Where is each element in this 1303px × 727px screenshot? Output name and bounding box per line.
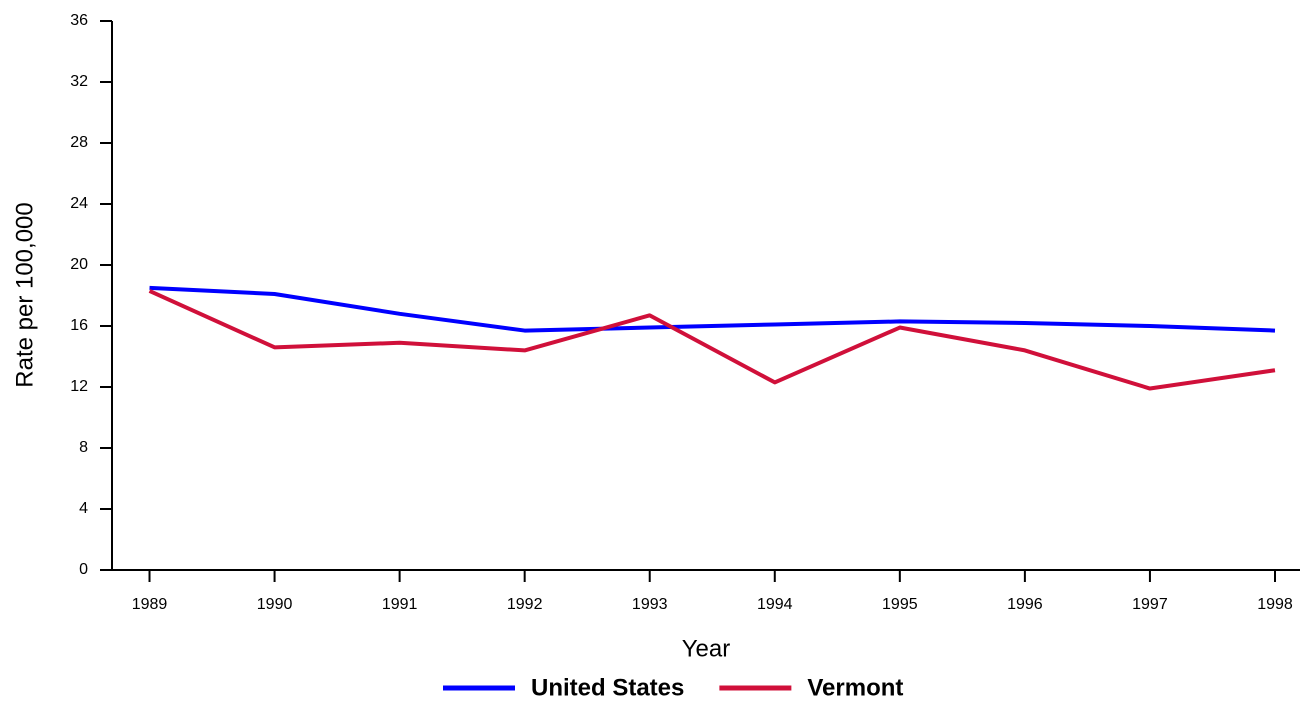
- series-line: [148, 289, 1276, 391]
- y-tick-label: 16: [70, 317, 88, 334]
- legend-label: United States: [531, 674, 684, 701]
- x-tick-label: 1992: [507, 596, 543, 613]
- x-tick-label: 1993: [632, 596, 668, 613]
- x-axis-title: Year: [682, 635, 731, 662]
- x-tick-label: 1998: [1257, 596, 1293, 613]
- y-tick-label: 0: [79, 561, 88, 578]
- y-tick-label: 8: [79, 439, 88, 456]
- y-tick-label: 36: [70, 12, 88, 29]
- y-tick-label: 12: [70, 378, 88, 395]
- y-tick-label: 4: [79, 500, 88, 517]
- x-tick-label: 1996: [1007, 596, 1043, 613]
- x-tick-label: 1997: [1132, 596, 1168, 613]
- y-tick-label: 28: [70, 134, 88, 151]
- x-tick-label: 1995: [882, 596, 918, 613]
- y-tick-label: 32: [70, 73, 88, 90]
- y-tick-label: 20: [70, 256, 88, 273]
- x-tick-label: 1994: [757, 596, 793, 613]
- y-tick-label: 24: [70, 195, 88, 212]
- series-line: [149, 285, 1276, 333]
- y-axis-title: Rate per 100,000: [11, 202, 38, 387]
- legend-label: Vermont: [807, 674, 903, 701]
- x-tick-label: 1989: [132, 596, 168, 613]
- x-tick-label: 1990: [257, 596, 293, 613]
- x-tick-label: 1991: [382, 596, 418, 613]
